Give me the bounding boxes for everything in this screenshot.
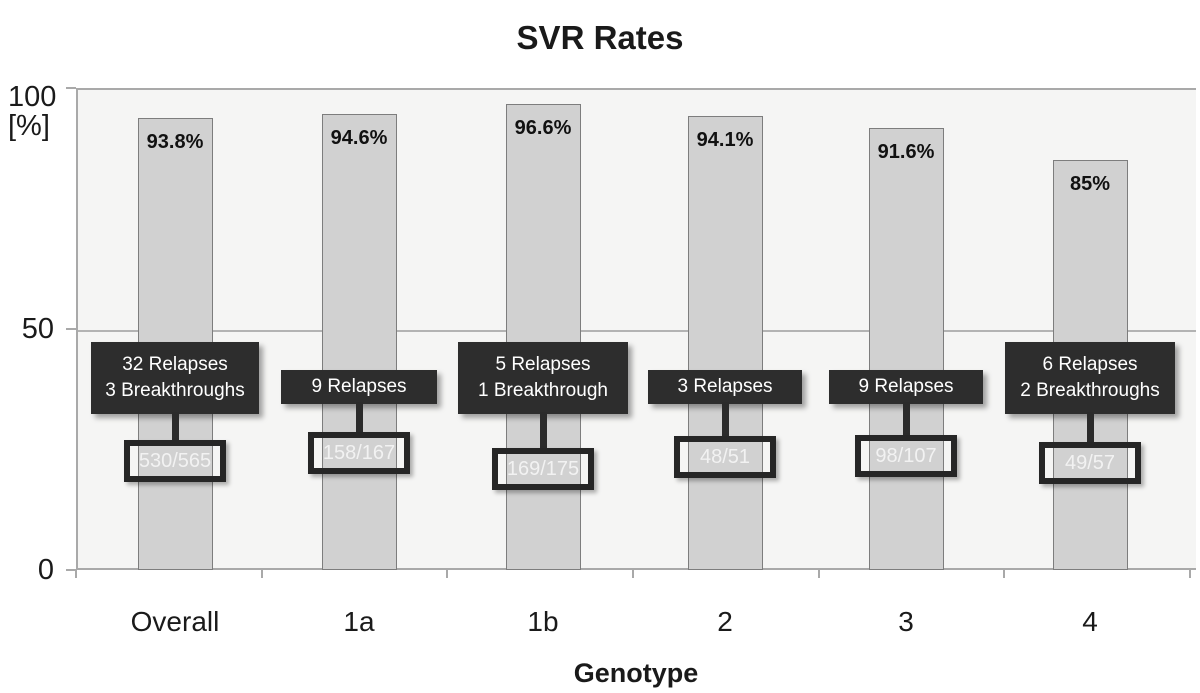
callout-box-3: 9 Relapses (829, 370, 983, 404)
bar-1b (505, 104, 581, 570)
callout-line: 2 Breakthroughs (1020, 380, 1160, 401)
y-tick-label-0: 0 (37, 554, 54, 586)
y-axis-unit-label: [%] (8, 110, 50, 142)
bar-value-label-4: 85% (1069, 173, 1111, 196)
x-axis-tick (818, 570, 820, 578)
x-tick-label-1b: 1b (527, 606, 559, 637)
x-tick-label-4: 4 (1082, 606, 1098, 637)
x-tick-label-3: 3 (898, 606, 914, 637)
x-tick-label-overall: Overall (130, 606, 220, 637)
x-axis-tick (632, 570, 634, 578)
chart-title: SVR Rates (516, 19, 684, 56)
callout-connector-overall (171, 412, 179, 446)
fraction-box-overall: 530/565 (124, 440, 226, 482)
callout-line: 3 Breakthroughs (105, 380, 245, 401)
callout-connector-1b (539, 412, 547, 454)
callout-line: 9 Relapses (311, 376, 407, 397)
callout-line: 6 Relapses (1042, 354, 1138, 375)
fraction-box-3: 98/107 (855, 435, 957, 477)
callout-line: 3 Relapses (677, 376, 773, 397)
callout-box-overall: 32 Relapses 3 Breakthroughs (91, 342, 259, 414)
callout-box-4: 6 Relapses 2 Breakthroughs (1005, 342, 1175, 414)
fraction-box-4: 49/57 (1039, 442, 1141, 484)
y-tick-label-50: 50 (21, 313, 54, 345)
callout-line: 5 Relapses (495, 354, 591, 375)
fraction-value-1a: 158/167 (322, 441, 396, 464)
callout-box-2: 3 Relapses (648, 370, 802, 404)
callout-connector-4 (1086, 412, 1094, 448)
fraction-value-4: 49/57 (1064, 451, 1116, 474)
x-tick-label-2: 2 (717, 606, 733, 637)
x-axis-tick (1189, 570, 1191, 578)
callout-connector-2 (721, 402, 729, 442)
fraction-value-2: 48/51 (699, 445, 751, 468)
y-axis-tick (66, 328, 76, 330)
x-axis-tick (261, 570, 263, 578)
callout-box-1a: 9 Relapses (281, 370, 437, 404)
gridline-50 (78, 330, 1196, 332)
callout-box-1b: 5 Relapses 1 Breakthrough (458, 342, 628, 414)
bar-value-label-overall: 93.8% (146, 130, 204, 153)
y-axis-tick (66, 569, 76, 571)
bar-value-label-1b: 96.6% (514, 117, 572, 140)
x-axis-tick (446, 570, 448, 578)
y-axis-top-labels: 100 [%] (8, 83, 56, 141)
fraction-box-1b: 169/175 (492, 448, 594, 490)
fraction-value-3: 98/107 (875, 444, 937, 467)
y-axis-tick (66, 87, 76, 89)
bar-3 (868, 128, 944, 570)
callout-line: 1 Breakthrough (478, 380, 608, 401)
plot-area (76, 88, 1196, 570)
fraction-box-2: 48/51 (674, 436, 776, 478)
bar-1a (321, 114, 397, 570)
x-axis-tick (75, 570, 77, 578)
callout-connector-1a (355, 402, 363, 438)
bar-value-label-2: 94.1% (696, 129, 754, 152)
x-axis-title: Genotype (573, 658, 699, 688)
bar-2 (687, 116, 763, 570)
y-tick-label-100: 100 (8, 81, 57, 113)
fraction-box-1a: 158/167 (308, 432, 410, 474)
callout-line: 9 Relapses (858, 376, 954, 397)
x-tick-label-1a: 1a (343, 606, 375, 637)
fraction-value-1b: 169/175 (506, 457, 580, 480)
callout-connector-3 (902, 402, 910, 441)
x-axis-tick (1003, 570, 1005, 578)
fraction-value-overall: 530/565 (138, 449, 212, 472)
callout-line: 32 Relapses (122, 354, 228, 375)
bar-value-label-1a: 94.6% (330, 127, 388, 150)
bar-value-label-3: 91.6% (877, 141, 935, 164)
